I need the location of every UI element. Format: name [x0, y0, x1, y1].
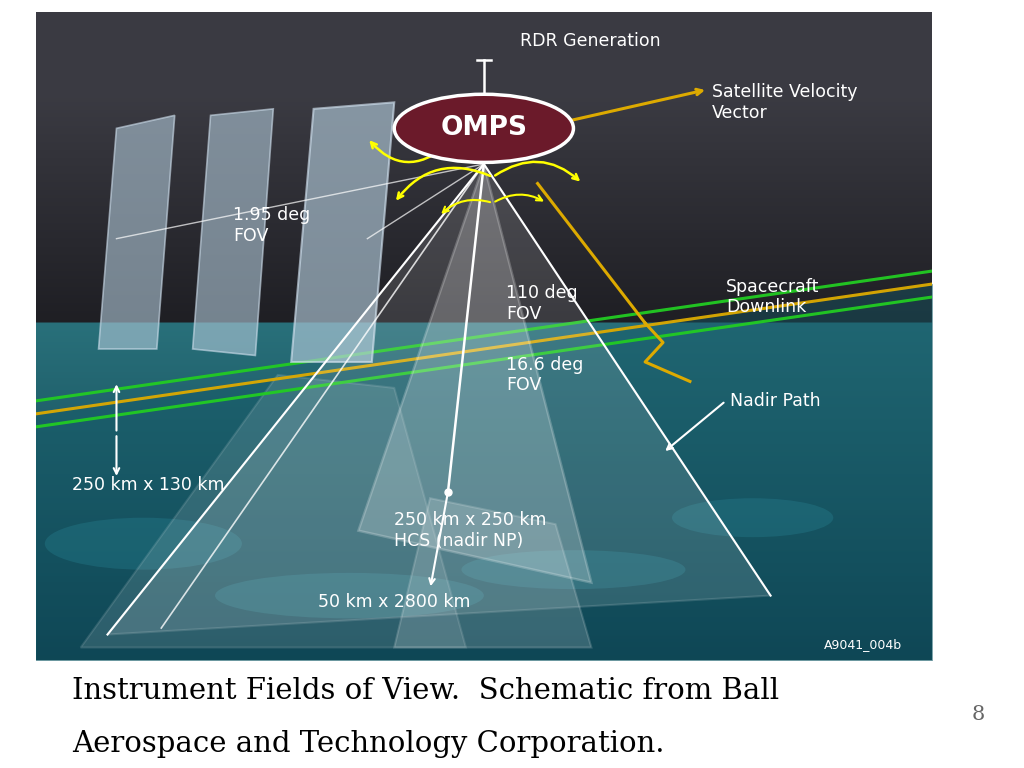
Text: 1.95 deg
FOV: 1.95 deg FOV [233, 207, 310, 245]
Text: 50 km x 2800 km: 50 km x 2800 km [318, 593, 471, 611]
Ellipse shape [462, 550, 685, 589]
Text: Instrument Fields of View.  Schematic from Ball: Instrument Fields of View. Schematic fro… [72, 677, 779, 704]
Text: Satellite Velocity
Vector: Satellite Velocity Vector [713, 83, 858, 122]
Text: 8: 8 [972, 705, 984, 723]
Text: 250 km x 130 km: 250 km x 130 km [72, 476, 224, 495]
Ellipse shape [215, 573, 483, 618]
Polygon shape [291, 102, 394, 362]
Text: Spacecraft
Downlink: Spacecraft Downlink [726, 278, 819, 316]
Text: 16.6 deg
FOV: 16.6 deg FOV [506, 356, 584, 394]
Polygon shape [98, 115, 175, 349]
Ellipse shape [672, 498, 834, 537]
Text: Nadir Path: Nadir Path [730, 392, 821, 410]
Polygon shape [193, 109, 273, 356]
Ellipse shape [45, 518, 242, 570]
Text: 250 km x 250 km
HCS (nadir NP): 250 km x 250 km HCS (nadir NP) [394, 511, 547, 550]
Polygon shape [394, 498, 592, 647]
Text: A9041_004b: A9041_004b [824, 637, 902, 650]
Polygon shape [358, 164, 592, 583]
Ellipse shape [394, 94, 573, 162]
Polygon shape [108, 164, 770, 634]
Text: 110 deg
FOV: 110 deg FOV [506, 284, 578, 323]
Text: RDR Generation: RDR Generation [520, 31, 660, 50]
Text: Aerospace and Technology Corporation.: Aerospace and Technology Corporation. [72, 730, 665, 758]
Text: OMPS: OMPS [440, 115, 527, 141]
Polygon shape [81, 375, 466, 647]
